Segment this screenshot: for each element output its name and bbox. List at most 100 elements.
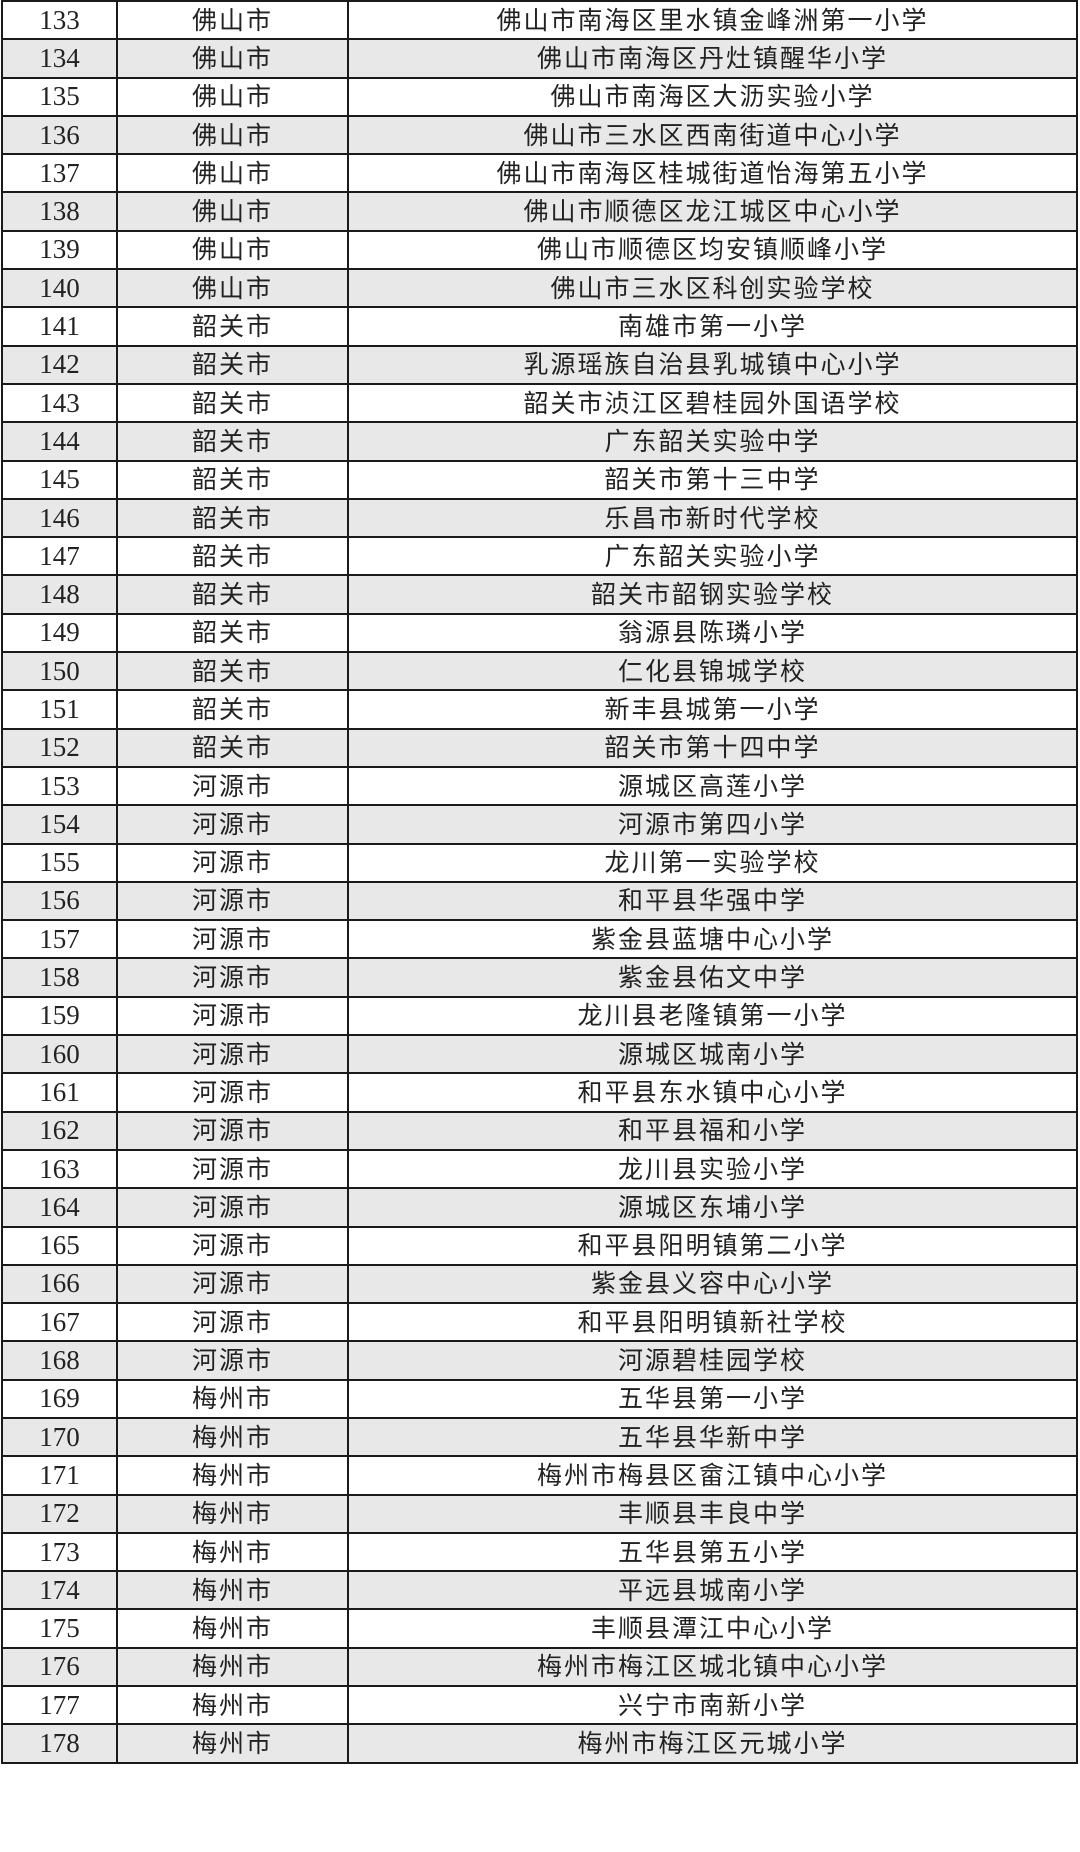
row-number: 145 (1, 459, 118, 500)
table-row: 169 梅州市 五华县第一小学 (1, 1378, 1078, 1419)
school-name-cell: 丰顺县潭江中心小学 (347, 1608, 1078, 1649)
school-name-cell: 广东韶关实验中学 (347, 421, 1078, 462)
city-cell: 梅州市 (116, 1416, 349, 1458)
table-row: 162 河源市 和平县福和小学 (1, 1110, 1078, 1151)
city-cell: 河源市 (116, 919, 349, 960)
city-cell: 梅州市 (116, 1531, 349, 1573)
row-number: 141 (1, 306, 118, 347)
city-cell: 河源市 (116, 1072, 349, 1113)
school-name-cell: 佛山市顺德区龙江城区中心小学 (347, 191, 1078, 232)
school-name-cell: 韶关市韶钢实验学校 (347, 574, 1078, 615)
city-cell: 韶关市 (116, 574, 349, 615)
school-name-cell: 源城区东埔小学 (347, 1187, 1078, 1228)
row-number: 148 (1, 574, 118, 615)
school-name-cell: 韶关市第十三中学 (347, 459, 1078, 500)
row-number: 137 (1, 153, 118, 194)
table-row: 140 佛山市 佛山市三水区科创实验学校 (1, 268, 1078, 309)
school-name-cell: 和平县阳明镇新社学校 (347, 1302, 1078, 1343)
school-name-cell: 新丰县城第一小学 (347, 689, 1078, 730)
table-row: 171 梅州市 梅州市梅县区畲江镇中心小学 (1, 1455, 1078, 1496)
school-name-cell: 佛山市顺德区均安镇顺峰小学 (347, 229, 1078, 271)
city-cell: 韶关市 (116, 459, 349, 500)
table-row: 172 梅州市 丰顺县丰良中学 (1, 1493, 1078, 1534)
row-number: 133 (1, 0, 118, 41)
city-cell: 韶关市 (116, 344, 349, 385)
table-row: 157 河源市 紫金县蓝塘中心小学 (1, 919, 1078, 960)
row-number: 146 (1, 497, 118, 539)
city-cell: 佛山市 (116, 0, 349, 41)
school-name-cell: 乐昌市新时代学校 (347, 497, 1078, 539)
row-number: 154 (1, 804, 118, 845)
city-cell: 佛山市 (116, 76, 349, 117)
school-name-cell: 龙川第一实验学校 (347, 842, 1078, 883)
city-cell: 佛山市 (116, 268, 349, 309)
table-row: 147 韶关市 广东韶关实验小学 (1, 536, 1078, 577)
table-row: 135 佛山市 佛山市南海区大沥实验小学 (1, 76, 1078, 117)
table-row: 167 河源市 和平县阳明镇新社学校 (1, 1302, 1078, 1343)
table-row: 134 佛山市 佛山市南海区丹灶镇醒华小学 (1, 38, 1078, 79)
row-number: 170 (1, 1416, 118, 1458)
city-cell: 佛山市 (116, 229, 349, 271)
table-row: 136 佛山市 佛山市三水区西南街道中心小学 (1, 114, 1078, 156)
row-number: 155 (1, 842, 118, 883)
row-number: 144 (1, 421, 118, 462)
school-name-cell: 仁化县锦城学校 (347, 651, 1078, 692)
row-number: 166 (1, 1263, 118, 1305)
school-name-cell: 源城区城南小学 (347, 1034, 1078, 1075)
city-cell: 佛山市 (116, 153, 349, 194)
table-row: 156 河源市 和平县华强中学 (1, 880, 1078, 922)
table-row: 174 梅州市 平远县城南小学 (1, 1570, 1078, 1611)
table-row: 178 梅州市 梅州市梅江区元城小学 (1, 1723, 1078, 1764)
table-row: 143 韶关市 韶关市浈江区碧桂园外国语学校 (1, 382, 1078, 424)
table-row: 168 河源市 河源碧桂园学校 (1, 1340, 1078, 1381)
row-number: 168 (1, 1340, 118, 1381)
table-row: 150 韶关市 仁化县锦城学校 (1, 651, 1078, 692)
city-cell: 河源市 (116, 1187, 349, 1228)
row-number: 157 (1, 919, 118, 960)
table-row: 166 河源市 紫金县义容中心小学 (1, 1263, 1078, 1305)
table-row: 142 韶关市 乳源瑶族自治县乳城镇中心小学 (1, 344, 1078, 385)
city-cell: 河源市 (116, 1148, 349, 1190)
table-row: 152 韶关市 韶关市第十四中学 (1, 727, 1078, 768)
table-row: 155 河源市 龙川第一实验学校 (1, 842, 1078, 883)
city-cell: 梅州市 (116, 1455, 349, 1496)
city-cell: 河源市 (116, 1225, 349, 1266)
table-body: 133 佛山市 佛山市南海区里水镇金峰洲第一小学 134 佛山市 佛山市南海区丹灶镇醒华小… (1, 0, 1078, 1764)
city-cell: 河源市 (116, 804, 349, 845)
school-name-cell: 紫金县义容中心小学 (347, 1263, 1078, 1305)
school-name-cell: 紫金县蓝塘中心小学 (347, 919, 1078, 960)
table-row: 138 佛山市 佛山市顺德区龙江城区中心小学 (1, 191, 1078, 232)
school-name-cell: 五华县第一小学 (347, 1378, 1078, 1419)
school-name-cell: 和平县华强中学 (347, 880, 1078, 922)
row-number: 136 (1, 114, 118, 156)
city-cell: 梅州市 (116, 1493, 349, 1534)
table-row: 148 韶关市 韶关市韶钢实验学校 (1, 574, 1078, 615)
city-cell: 佛山市 (116, 191, 349, 232)
school-name-cell: 龙川县老隆镇第一小学 (347, 995, 1078, 1037)
city-cell: 韶关市 (116, 421, 349, 462)
city-cell: 梅州市 (116, 1646, 349, 1688)
school-name-cell: 梅州市梅江区城北镇中心小学 (347, 1646, 1078, 1688)
table-row: 139 佛山市 佛山市顺德区均安镇顺峰小学 (1, 229, 1078, 271)
table-row: 153 河源市 源城区高莲小学 (1, 765, 1078, 807)
city-cell: 韶关市 (116, 651, 349, 692)
school-name-cell: 乳源瑶族自治县乳城镇中心小学 (347, 344, 1078, 385)
row-number: 162 (1, 1110, 118, 1151)
table-row: 141 韶关市 南雄市第一小学 (1, 306, 1078, 347)
school-name-cell: 和平县福和小学 (347, 1110, 1078, 1151)
row-number: 163 (1, 1148, 118, 1190)
city-cell: 河源市 (116, 842, 349, 883)
table-row: 158 河源市 紫金县佑文中学 (1, 957, 1078, 998)
row-number: 173 (1, 1531, 118, 1573)
row-number: 138 (1, 191, 118, 232)
table-row: 146 韶关市 乐昌市新时代学校 (1, 497, 1078, 539)
school-name-cell: 梅州市梅县区畲江镇中心小学 (347, 1455, 1078, 1496)
row-number: 167 (1, 1302, 118, 1343)
city-cell: 河源市 (116, 1340, 349, 1381)
row-number: 134 (1, 38, 118, 79)
city-cell: 梅州市 (116, 1608, 349, 1649)
city-cell: 河源市 (116, 957, 349, 998)
school-name-cell: 翁源县陈璘小学 (347, 612, 1078, 654)
row-number: 161 (1, 1072, 118, 1113)
table-row: 161 河源市 和平县东水镇中心小学 (1, 1072, 1078, 1113)
